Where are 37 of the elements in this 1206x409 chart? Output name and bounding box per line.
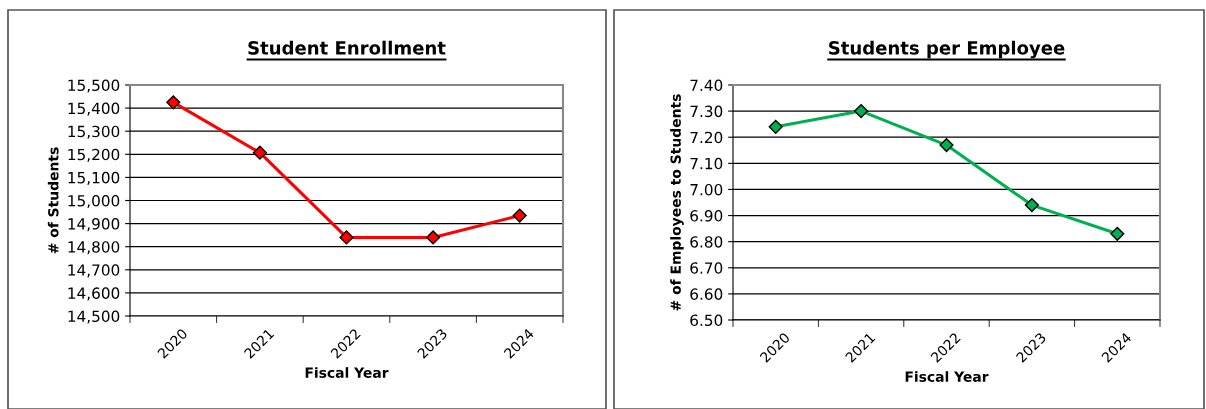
- y-tick-label: 6.50: [690, 314, 723, 327]
- y-tick-label: 14,700: [68, 264, 120, 278]
- y-tick-label: 15,100: [68, 171, 120, 185]
- y-tick-label: 15,200: [68, 148, 120, 162]
- y-tick-label: 15,400: [68, 102, 120, 116]
- y-tick-label: 7.10: [690, 157, 723, 170]
- point: [854, 104, 869, 119]
- point: [1024, 198, 1039, 213]
- y-axis-title: # of Employees to Students: [670, 94, 684, 311]
- point: [768, 119, 783, 134]
- y-tick-label: 7.30: [690, 105, 723, 118]
- point: [339, 230, 354, 245]
- x-axis-title: Fiscal Year: [905, 371, 989, 382]
- y-tick-label: 6.90: [690, 210, 723, 222]
- y-tick-label: 14,900: [68, 218, 120, 232]
- point: [252, 145, 267, 160]
- y-tick-label: 7.00: [690, 183, 723, 196]
- chart-title: Student Enrollment: [248, 40, 446, 55]
- y-tick-label: 15,000: [68, 194, 120, 209]
- y-tick-label: 15,300: [68, 125, 120, 139]
- y-tick-label: 15,500: [68, 79, 120, 93]
- point: [1110, 226, 1125, 241]
- y-tick-label: 14,600: [68, 287, 120, 301]
- y-axis-title: # of Students: [47, 147, 59, 254]
- y-tick-label: 6.70: [690, 262, 723, 274]
- point: [939, 137, 954, 153]
- point: [426, 230, 441, 245]
- x-axis-title: Fiscal Year: [305, 367, 389, 378]
- y-tick-label: 6.80: [690, 236, 723, 248]
- y-tick-label: 14,800: [68, 241, 120, 255]
- y-tick-label: 7.20: [690, 131, 723, 144]
- chart-title: Students per Employee: [829, 40, 1065, 59]
- y-tick-label: 14,500: [68, 310, 120, 324]
- point: [512, 208, 527, 223]
- point: [166, 95, 181, 110]
- y-tick-label: 6.60: [690, 288, 723, 300]
- y-tick-label: 7.40: [690, 79, 723, 92]
